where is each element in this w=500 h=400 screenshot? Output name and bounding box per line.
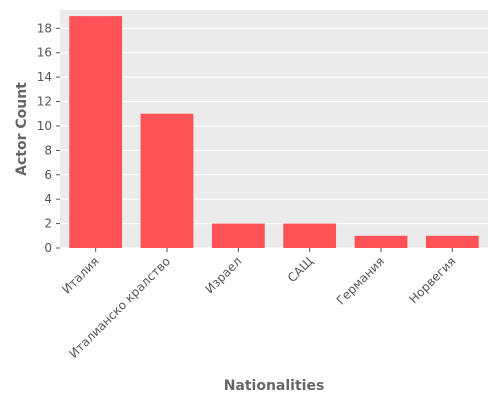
x-tick-label: Норвегия <box>406 254 458 306</box>
bar <box>69 16 123 248</box>
gridlines <box>60 27 488 249</box>
y-axis-title: Actor Count <box>14 82 30 176</box>
bar <box>283 223 337 248</box>
y-tick-label: 16 <box>37 46 52 60</box>
y-axis-ticks: 0 2 4 6 8 10 12 14 16 18 <box>37 21 60 255</box>
y-tick-label: 14 <box>37 70 52 84</box>
bars-group <box>69 16 479 248</box>
bar <box>425 235 479 248</box>
y-tick-label: 6 <box>44 168 52 182</box>
y-tick-label: 0 <box>44 241 52 255</box>
bar <box>354 235 408 248</box>
y-tick-label: 2 <box>44 217 52 231</box>
plot-background <box>60 10 488 248</box>
x-axis-title: Nationalities <box>224 378 325 394</box>
y-tick-label: 4 <box>44 192 52 206</box>
x-tick-label: САЩ <box>285 254 316 285</box>
y-tick-label: 12 <box>37 95 52 109</box>
y-tick-label: 10 <box>37 119 52 133</box>
y-tick-label: 18 <box>37 21 52 35</box>
bar <box>211 223 265 248</box>
x-tick-label: Италия <box>59 254 101 296</box>
x-tick-label: Израел <box>202 254 244 296</box>
bar <box>140 113 194 248</box>
x-tick-label: Германия <box>334 254 387 307</box>
y-tick-label: 8 <box>44 143 52 157</box>
